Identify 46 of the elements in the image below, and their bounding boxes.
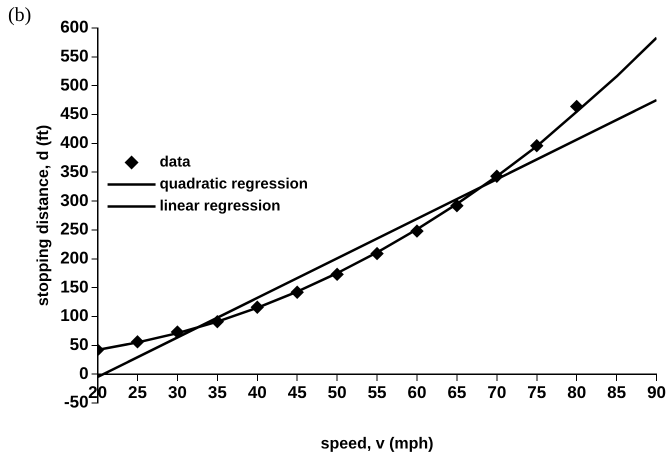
x-tick-label: 40 — [248, 383, 267, 402]
x-tick-label: 75 — [527, 383, 546, 402]
y-tick-label: 200 — [60, 248, 89, 268]
point — [290, 286, 304, 299]
y-tick-label: 600 — [60, 18, 89, 37]
y-tick-label: -50 — [64, 392, 89, 412]
legend-label: quadratic regression — [160, 176, 308, 193]
y-tick-label: 500 — [60, 75, 89, 94]
x-tick-label: 90 — [647, 383, 666, 402]
point — [250, 300, 264, 314]
point — [490, 170, 504, 183]
y-tick-label: 350 — [60, 162, 89, 181]
y-tick-label: 0 — [79, 364, 89, 383]
text: (b) — [8, 4, 32, 27]
y-tick-label: 50 — [70, 334, 89, 354]
x-tick-label: 30 — [168, 383, 187, 402]
point — [130, 335, 144, 348]
point — [450, 199, 464, 212]
y-axis-title: stopping distance, d (ft) — [35, 124, 52, 306]
y-tick-label: 400 — [60, 133, 89, 152]
point — [170, 326, 184, 339]
point — [530, 139, 544, 152]
x-tick-label: 25 — [128, 383, 147, 402]
point — [570, 100, 584, 113]
x-tick-label: 65 — [447, 383, 466, 402]
y-tick-label: 300 — [60, 190, 89, 210]
x-tick-label: 60 — [408, 383, 426, 402]
legend-label: data — [160, 154, 192, 171]
x-axis-title: speed, v (mph) — [320, 436, 434, 453]
point — [370, 247, 384, 260]
y-tick-label: 550 — [60, 46, 89, 66]
x-tick-label: 80 — [567, 383, 586, 402]
y-tick-label: 250 — [60, 220, 89, 239]
x-tick-label: 55 — [368, 383, 387, 402]
y-tick-label: 150 — [60, 277, 89, 296]
x-tick-label: 45 — [288, 383, 307, 402]
x-tick-label: 70 — [487, 383, 506, 402]
y-tick-label: 100 — [60, 306, 89, 326]
point — [210, 315, 224, 328]
point — [410, 224, 424, 238]
x-tick-label: 50 — [328, 383, 347, 402]
legend-label: linear regression — [160, 198, 280, 215]
x-tick-label: 85 — [607, 383, 626, 402]
point — [330, 268, 344, 281]
y-tick-label: 450 — [60, 104, 89, 124]
x-tick-label: 35 — [208, 383, 227, 402]
